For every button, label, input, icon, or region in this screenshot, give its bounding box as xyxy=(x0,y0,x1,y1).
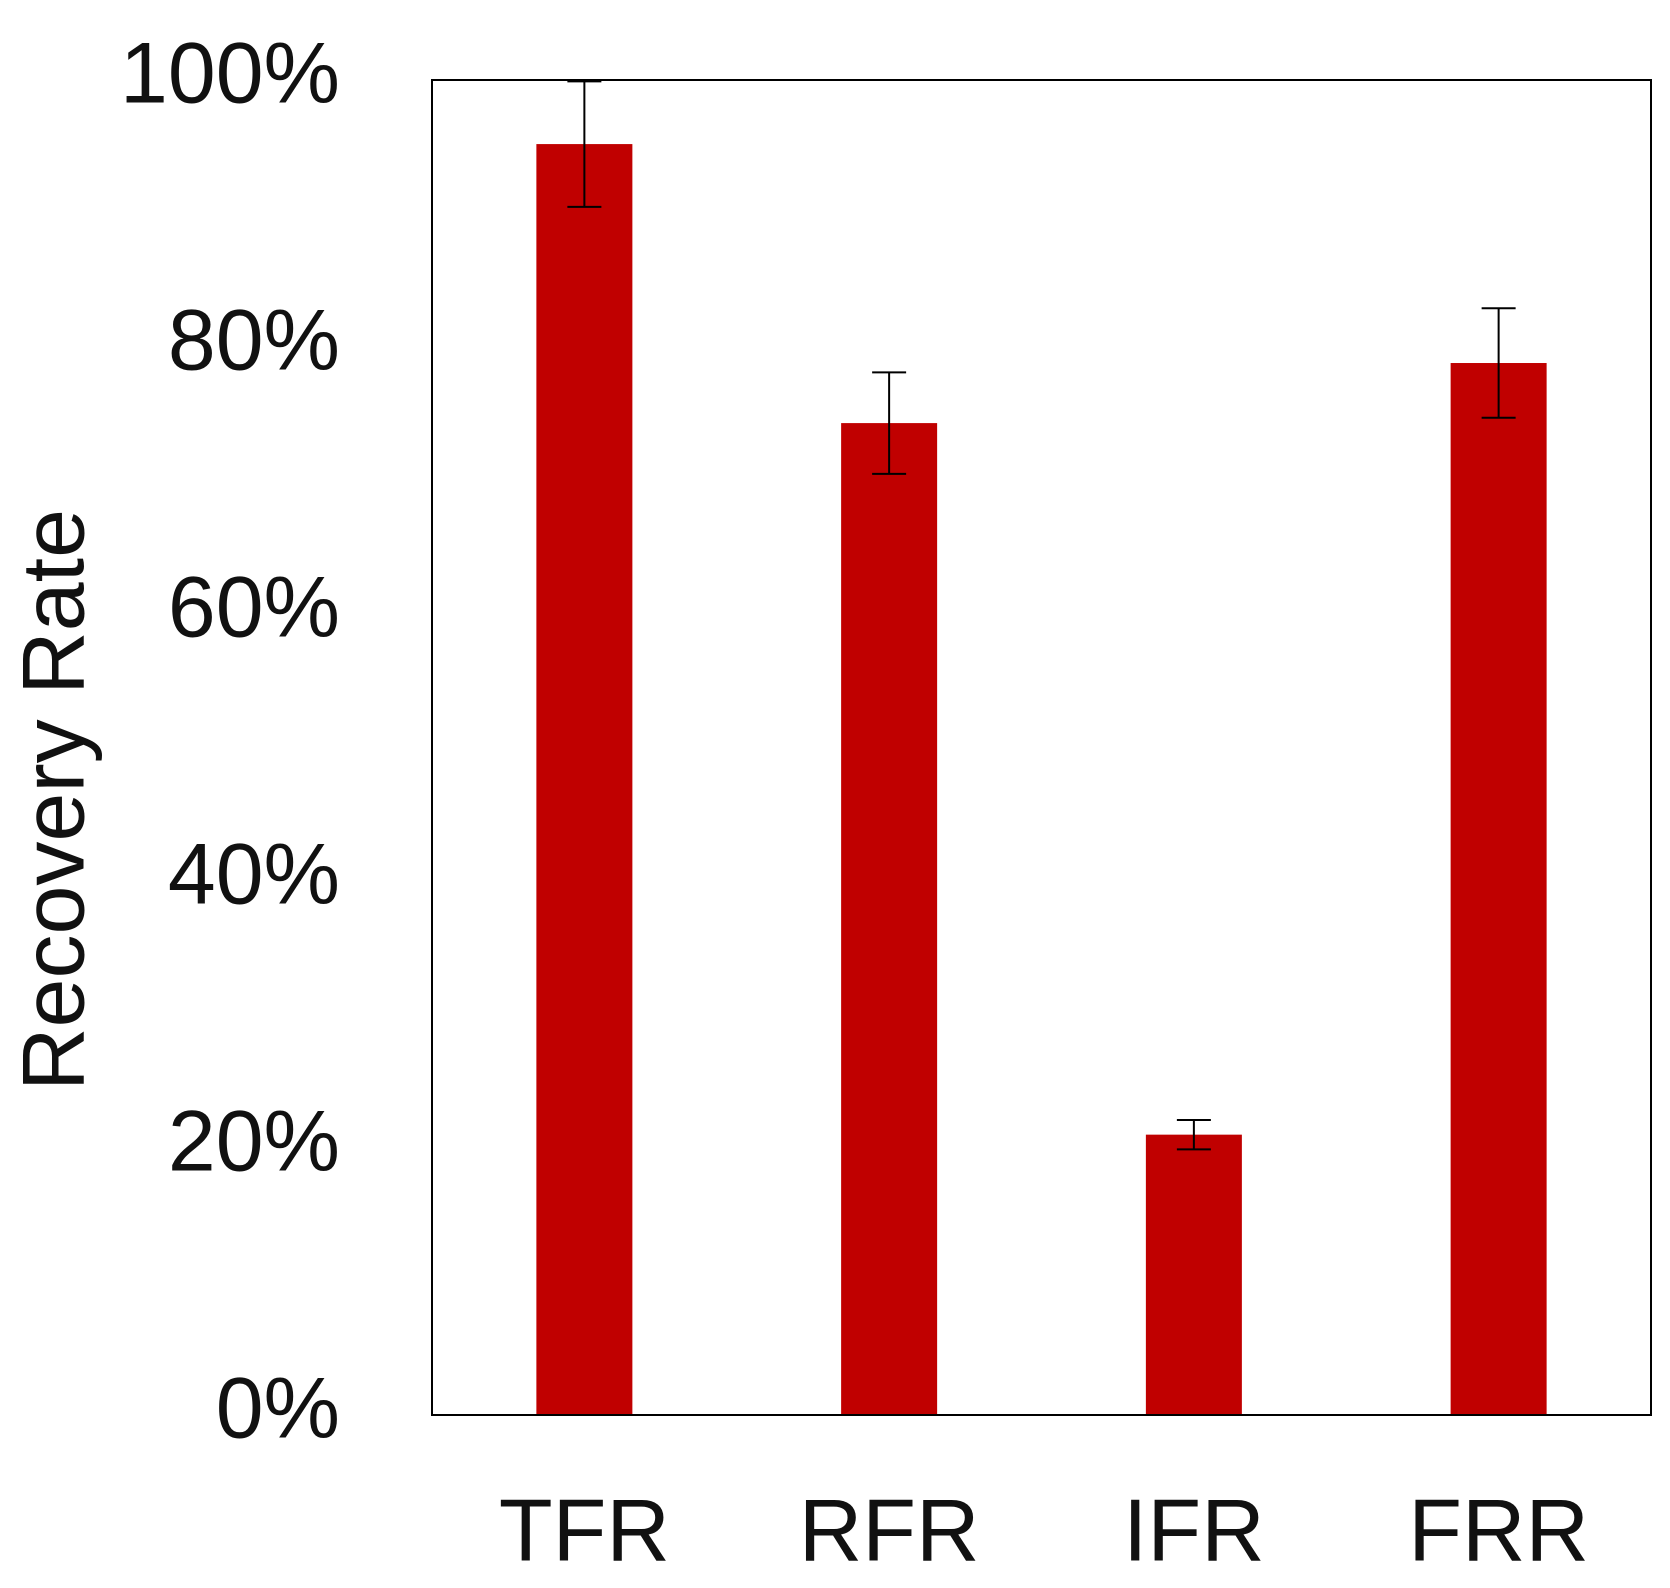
x-tick-label: FRR xyxy=(1408,1480,1589,1579)
error-bar xyxy=(1176,1118,1211,1151)
bar xyxy=(841,423,938,1416)
plot-frame xyxy=(431,79,1652,1416)
y-tick-label: 80% xyxy=(168,293,340,389)
y-tick-label: 20% xyxy=(168,1094,340,1190)
error-bar xyxy=(872,371,907,475)
x-tick-label: IFR xyxy=(1123,1480,1265,1579)
y-tick-label: 60% xyxy=(168,560,340,656)
y-tick-label: 100% xyxy=(120,26,340,122)
error-bar xyxy=(567,80,602,208)
x-tick-label: TFR xyxy=(499,1480,670,1579)
y-axis-label: Recovery Rate xyxy=(3,509,102,1091)
error-bar xyxy=(1481,307,1516,419)
bar xyxy=(536,144,633,1416)
y-tick-label: 0% xyxy=(216,1361,340,1457)
bar xyxy=(1145,1134,1242,1415)
y-tick-label: 40% xyxy=(168,827,340,923)
bar xyxy=(1450,363,1547,1415)
x-tick-label: RFR xyxy=(799,1480,980,1579)
